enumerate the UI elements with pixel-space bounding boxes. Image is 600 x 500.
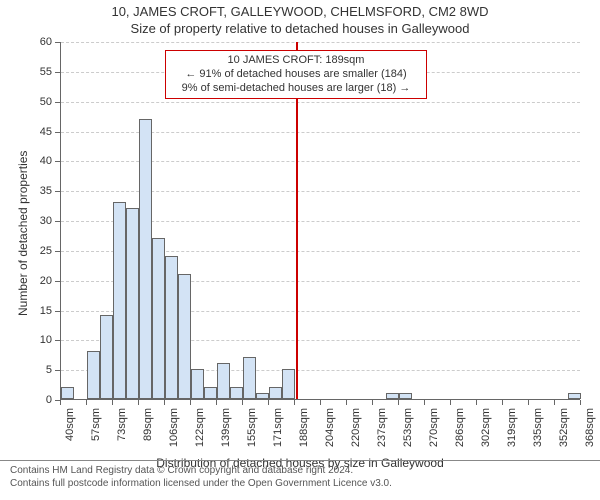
xtick-mark xyxy=(216,400,217,405)
xtick-mark xyxy=(424,400,425,405)
xtick-mark xyxy=(450,400,451,405)
ytick-label: 15 xyxy=(28,305,52,317)
xtick-mark xyxy=(476,400,477,405)
page-title-address: 10, JAMES CROFT, GALLEYWOOD, CHELMSFORD,… xyxy=(0,4,600,19)
histogram-bar xyxy=(100,315,113,399)
xtick-mark xyxy=(242,400,243,405)
xtick-mark xyxy=(164,400,165,405)
histogram-bar xyxy=(126,208,139,399)
xtick-mark xyxy=(294,400,295,405)
histogram-bar xyxy=(113,202,126,399)
xtick-label: 270sqm xyxy=(428,408,440,447)
y-axis-label: Number of detached properties xyxy=(16,151,30,316)
histogram-bar xyxy=(256,393,269,399)
xtick-mark xyxy=(320,400,321,405)
histogram-chart: 10 JAMES CROFT: 189sqm← 91% of detached … xyxy=(60,42,580,400)
histogram-bar xyxy=(269,387,282,399)
xtick-label: 139sqm xyxy=(220,408,232,447)
xtick-label: 335sqm xyxy=(532,408,544,447)
histogram-bar xyxy=(152,238,165,399)
xtick-label: 368sqm xyxy=(584,408,596,447)
histogram-bar xyxy=(230,387,243,399)
histogram-bar xyxy=(399,393,412,399)
footer-attribution: Contains HM Land Registry data © Crown c… xyxy=(0,460,600,496)
ytick-label: 35 xyxy=(28,185,52,197)
xtick-mark xyxy=(346,400,347,405)
xtick-mark xyxy=(398,400,399,405)
xtick-label: 204sqm xyxy=(324,408,336,447)
xtick-label: 89sqm xyxy=(142,408,154,441)
ytick-label: 0 xyxy=(28,394,52,406)
xtick-mark xyxy=(138,400,139,405)
xtick-label: 319sqm xyxy=(506,408,518,447)
histogram-bar xyxy=(191,369,204,399)
xtick-mark xyxy=(528,400,529,405)
histogram-bar xyxy=(204,387,217,399)
xtick-label: 122sqm xyxy=(194,408,206,447)
chart-container: Number of detached properties 0 5 10 15 20 25… xyxy=(0,36,600,454)
ytick-label: 5 xyxy=(28,364,52,376)
xtick-label: 188sqm xyxy=(298,408,310,447)
xtick-mark xyxy=(580,400,581,405)
xtick-label: 253sqm xyxy=(402,408,414,447)
xtick-mark xyxy=(268,400,269,405)
histogram-bar xyxy=(243,357,256,399)
xtick-label: 57sqm xyxy=(90,408,102,441)
xtick-label: 352sqm xyxy=(558,408,570,447)
annotation-line: 10 JAMES CROFT: 189sqm xyxy=(172,54,420,68)
xtick-label: 237sqm xyxy=(376,408,388,447)
xtick-label: 73sqm xyxy=(116,408,128,441)
ytick-label: 10 xyxy=(28,334,52,346)
ytick-label: 25 xyxy=(28,245,52,257)
ytick-label: 40 xyxy=(28,155,52,167)
ytick-label: 20 xyxy=(28,275,52,287)
xtick-mark xyxy=(554,400,555,405)
xtick-mark xyxy=(86,400,87,405)
xtick-mark xyxy=(60,400,61,405)
ytick-label: 50 xyxy=(28,96,52,108)
xtick-mark xyxy=(190,400,191,405)
ytick-label: 55 xyxy=(28,66,52,78)
ytick-label: 45 xyxy=(28,126,52,138)
ytick-label: 30 xyxy=(28,215,52,227)
gridline xyxy=(61,42,580,43)
gridline xyxy=(61,102,580,103)
histogram-bar xyxy=(87,351,100,399)
xtick-label: 171sqm xyxy=(272,408,284,447)
xtick-label: 106sqm xyxy=(168,408,180,447)
title-block: 10, JAMES CROFT, GALLEYWOOD, CHELMSFORD,… xyxy=(0,0,600,36)
xtick-label: 155sqm xyxy=(246,408,258,447)
histogram-bar xyxy=(217,363,230,399)
ytick-label: 60 xyxy=(28,36,52,48)
annotation-line: ← 91% of detached houses are smaller (18… xyxy=(172,68,420,82)
annotation-box: 10 JAMES CROFT: 189sqm← 91% of detached … xyxy=(165,50,427,99)
histogram-bar xyxy=(178,274,191,399)
xtick-label: 286sqm xyxy=(454,408,466,447)
xtick-label: 302sqm xyxy=(480,408,492,447)
histogram-bar xyxy=(61,387,74,399)
annotation-line: 9% of semi-detached houses are larger (1… xyxy=(172,82,420,96)
histogram-bar xyxy=(139,119,152,399)
footer-line-2: Contains full postcode information licen… xyxy=(10,478,590,491)
xtick-mark xyxy=(502,400,503,405)
histogram-bar xyxy=(165,256,178,399)
page-subtitle: Size of property relative to detached ho… xyxy=(0,21,600,36)
xtick-mark xyxy=(112,400,113,405)
histogram-bar xyxy=(386,393,399,399)
xtick-label: 40sqm xyxy=(64,408,76,441)
xtick-label: 220sqm xyxy=(350,408,362,447)
histogram-bar xyxy=(282,369,295,399)
histogram-bar xyxy=(568,393,581,399)
plot-area: 10 JAMES CROFT: 189sqm← 91% of detached … xyxy=(60,42,580,400)
footer-line-1: Contains HM Land Registry data © Crown c… xyxy=(10,465,590,478)
xtick-mark xyxy=(372,400,373,405)
